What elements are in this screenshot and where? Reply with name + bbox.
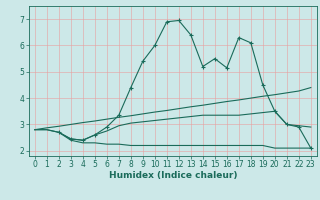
X-axis label: Humidex (Indice chaleur): Humidex (Indice chaleur) xyxy=(108,171,237,180)
